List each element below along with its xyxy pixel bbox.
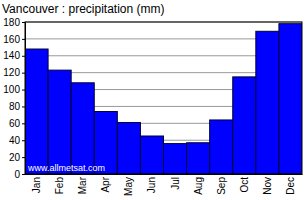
- y-tick: 160: [3, 34, 25, 45]
- x-tick-label: May: [123, 177, 134, 196]
- x-tick: Jul: [170, 174, 181, 190]
- y-tick: 120: [3, 67, 25, 78]
- y-tick-mark: [22, 157, 25, 158]
- x-tick-label: Oct: [239, 177, 250, 193]
- x-tick: Oct: [239, 174, 250, 193]
- x-tick: Apr: [100, 174, 111, 193]
- y-tick-label: 100: [3, 84, 20, 95]
- bar: [71, 83, 94, 174]
- chart: Vancouver : precipitation (mm) 0 20 40 60 80 1…: [0, 0, 306, 200]
- y-tick: 20: [9, 152, 25, 163]
- x-tick-label: Apr: [100, 176, 111, 192]
- bar: [48, 70, 71, 174]
- y-axis: 0 20 40 60 80 100 120 140 160 180: [3, 17, 25, 180]
- x-tick: Dec: [285, 174, 296, 195]
- y-tick-mark: [22, 73, 25, 74]
- x-tick-label: Aug: [193, 177, 204, 195]
- y-tick-label: 180: [3, 17, 20, 28]
- x-tick-label: Jun: [146, 177, 157, 193]
- bar: [164, 144, 187, 174]
- y-tick-mark: [22, 90, 25, 91]
- y-tick: 0: [14, 169, 25, 180]
- bar: [187, 143, 210, 174]
- y-tick-mark: [22, 123, 25, 124]
- y-tick-label: 120: [3, 67, 20, 78]
- bar: [140, 136, 163, 174]
- plot: 020406080100120140160180JanFebMarAprMayJ…: [3, 17, 302, 196]
- bar: [279, 24, 302, 174]
- bar: [256, 31, 279, 174]
- y-tick: 60: [9, 118, 25, 129]
- y-tick-label: 0: [14, 169, 20, 180]
- y-tick: 80: [9, 101, 25, 112]
- y-tick-mark: [22, 140, 25, 141]
- x-tick: May: [123, 174, 134, 196]
- y-axis-line: [22, 23, 26, 175]
- x-tick: Nov: [262, 174, 273, 195]
- y-tick-label: 80: [9, 101, 21, 112]
- y-tick: 180: [3, 17, 25, 28]
- bar: [233, 77, 256, 174]
- y-tick-mark: [22, 174, 25, 175]
- x-tick: Jun: [146, 174, 157, 193]
- grid: [25, 22, 302, 174]
- y-tick-mark: [22, 22, 25, 23]
- x-axis-line: [26, 174, 303, 175]
- bars: [25, 24, 302, 174]
- x-tick-label: Feb: [54, 177, 65, 195]
- x-tick: Sep: [216, 174, 227, 195]
- y-tick-mark: [22, 56, 25, 57]
- x-axis: Jan Feb Mar Apr May Jun Jul Aug Sep Oct Nov Dec: [26, 174, 303, 196]
- y-tick-label: 60: [9, 118, 21, 129]
- y-tick-label: 140: [3, 50, 20, 61]
- y-tick-label: 40: [9, 135, 21, 146]
- x-tick: Feb: [54, 174, 65, 194]
- x-tick: Jan: [31, 174, 42, 193]
- y-tick: 140: [3, 50, 25, 61]
- x-tick-label: Mar: [77, 176, 88, 194]
- y-tick-mark: [22, 39, 25, 40]
- x-tick-label: Sep: [216, 177, 227, 195]
- x-tick-label: Jul: [170, 177, 181, 190]
- bar: [25, 49, 48, 174]
- bar: [210, 120, 233, 174]
- watermark: www.allmetsat.com: [27, 163, 105, 173]
- x-tick: Mar: [77, 174, 88, 194]
- title: Vancouver : precipitation (mm): [2, 2, 165, 16]
- x-tick-label: Nov: [262, 177, 273, 195]
- y-tick-label: 20: [9, 152, 21, 163]
- plot-frame: [25, 22, 302, 174]
- x-tick: Aug: [193, 174, 204, 195]
- y-tick-mark: [22, 106, 25, 107]
- x-tick-label: Dec: [285, 177, 296, 195]
- bar: [117, 122, 140, 174]
- plot-background: [25, 22, 302, 174]
- y-tick-label: 160: [3, 34, 20, 45]
- y-tick: 40: [9, 135, 25, 146]
- x-tick-label: Jan: [31, 177, 42, 193]
- y-tick: 100: [3, 84, 25, 95]
